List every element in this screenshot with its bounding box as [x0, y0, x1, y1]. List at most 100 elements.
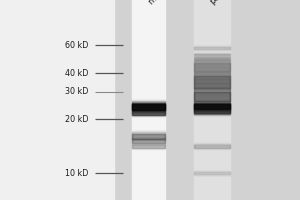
Bar: [132, 144, 165, 148]
Bar: [194, 54, 230, 55]
Bar: [132, 111, 165, 115]
Text: monoclonal: monoclonal: [146, 0, 187, 6]
Bar: [194, 171, 230, 175]
Bar: [132, 132, 165, 140]
Bar: [132, 137, 165, 145]
Bar: [0, 0, 114, 200]
Bar: [194, 63, 230, 71]
Bar: [194, 53, 230, 54]
Bar: [194, 84, 230, 85]
Bar: [132, 138, 165, 144]
Bar: [132, 103, 165, 111]
Bar: [132, 111, 165, 115]
Bar: [194, 55, 230, 56]
Bar: [194, 144, 230, 148]
Bar: [194, 108, 230, 115]
Bar: [194, 60, 230, 74]
Bar: [194, 72, 230, 73]
Bar: [194, 76, 230, 88]
Bar: [132, 110, 165, 116]
Bar: [132, 139, 165, 143]
Bar: [194, 56, 230, 57]
Bar: [132, 111, 165, 115]
Bar: [194, 144, 230, 148]
Bar: [194, 90, 230, 102]
Bar: [132, 143, 165, 149]
Bar: [194, 87, 230, 88]
Bar: [194, 79, 230, 80]
Bar: [132, 109, 165, 117]
Bar: [194, 87, 230, 105]
Bar: [194, 104, 230, 109]
Bar: [194, 57, 230, 77]
Bar: [194, 72, 230, 92]
Bar: [194, 104, 230, 109]
Bar: [132, 99, 165, 114]
Bar: [194, 68, 230, 96]
Bar: [194, 100, 230, 113]
Bar: [132, 138, 165, 144]
Bar: [194, 144, 230, 148]
Bar: [194, 89, 230, 90]
Bar: [194, 71, 230, 93]
Bar: [132, 139, 165, 143]
Bar: [194, 70, 230, 71]
Bar: [194, 60, 230, 74]
Bar: [132, 137, 165, 146]
Bar: [194, 101, 230, 112]
Bar: [194, 57, 230, 58]
Bar: [132, 144, 165, 148]
Bar: [132, 143, 165, 149]
Bar: [194, 68, 230, 69]
Bar: [132, 112, 165, 114]
Bar: [194, 102, 230, 111]
Bar: [132, 143, 165, 149]
Bar: [132, 110, 165, 116]
Bar: [194, 66, 230, 67]
Text: 20 kD: 20 kD: [65, 114, 88, 123]
Bar: [132, 139, 165, 143]
Bar: [132, 138, 165, 144]
Bar: [194, 46, 230, 50]
Bar: [132, 142, 165, 150]
Bar: [194, 89, 230, 103]
Bar: [194, 143, 230, 149]
Bar: [194, 60, 230, 61]
Bar: [194, 103, 230, 110]
Bar: [132, 130, 165, 142]
Bar: [194, 71, 230, 72]
Bar: [194, 108, 230, 116]
Bar: [132, 133, 165, 139]
Bar: [194, 76, 230, 77]
Bar: [132, 137, 165, 145]
Bar: [194, 0, 230, 200]
Bar: [132, 134, 165, 138]
Bar: [132, 144, 165, 148]
Bar: [194, 63, 230, 64]
Bar: [194, 45, 230, 51]
Bar: [132, 101, 165, 113]
Bar: [194, 144, 230, 148]
Bar: [132, 144, 165, 148]
Bar: [194, 74, 230, 75]
Bar: [194, 69, 230, 70]
Text: 10 kD: 10 kD: [65, 168, 88, 178]
Bar: [194, 100, 230, 112]
Bar: [194, 81, 230, 82]
Bar: [132, 103, 165, 111]
Bar: [194, 77, 230, 78]
Bar: [132, 131, 165, 141]
Bar: [194, 47, 230, 49]
Bar: [194, 47, 230, 49]
Bar: [194, 171, 230, 175]
Bar: [194, 86, 230, 106]
Bar: [194, 109, 230, 114]
Bar: [132, 0, 165, 200]
Bar: [132, 144, 165, 148]
Bar: [132, 100, 165, 114]
Bar: [194, 83, 230, 84]
Bar: [194, 76, 230, 88]
Bar: [194, 91, 230, 101]
Bar: [194, 74, 230, 90]
Bar: [194, 108, 230, 115]
